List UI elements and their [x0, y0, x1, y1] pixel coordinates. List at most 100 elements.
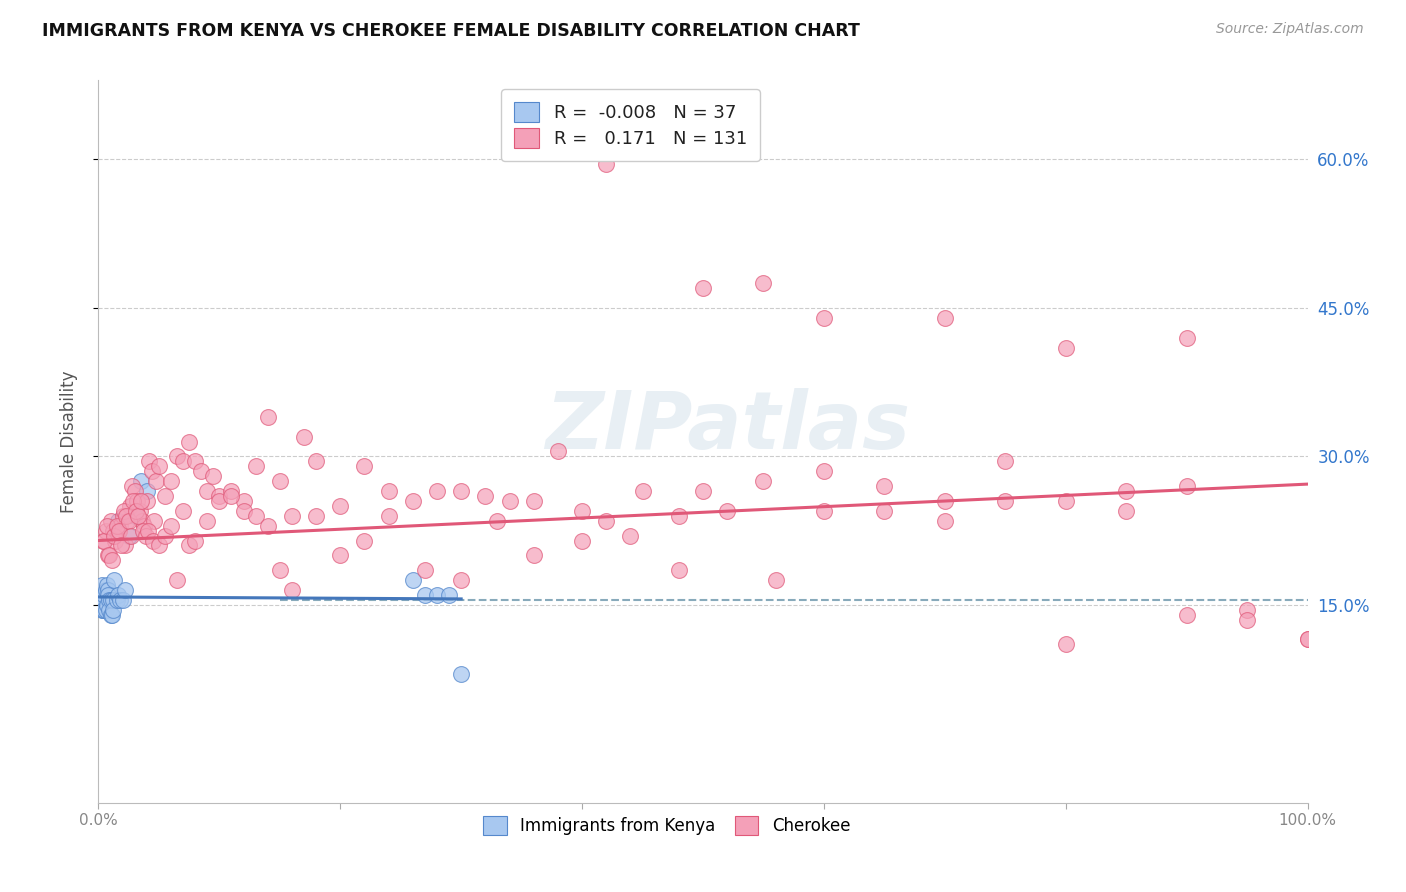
Text: ZIPatlas: ZIPatlas	[544, 388, 910, 467]
Point	[128, 504, 150, 518]
Point	[100, 553, 122, 567]
Point	[91, 578, 114, 592]
Point	[124, 508, 146, 523]
Point	[135, 483, 157, 498]
Point	[98, 603, 121, 617]
Point	[110, 539, 132, 553]
Point	[141, 464, 163, 478]
Point	[122, 494, 145, 508]
Point	[1296, 632, 1319, 647]
Point	[160, 518, 183, 533]
Point	[934, 514, 956, 528]
Point	[143, 514, 166, 528]
Point	[93, 533, 115, 548]
Point	[1054, 637, 1077, 651]
Point	[202, 469, 225, 483]
Point	[292, 429, 315, 443]
Point	[208, 489, 231, 503]
Point	[1115, 483, 1137, 498]
Point	[245, 508, 267, 523]
Point	[114, 582, 136, 597]
Point	[104, 533, 127, 548]
Point	[752, 474, 775, 488]
Point	[97, 582, 120, 597]
Point	[269, 563, 291, 577]
Point	[117, 514, 139, 528]
Point	[145, 474, 167, 488]
Point	[100, 514, 122, 528]
Point	[93, 588, 115, 602]
Point	[120, 528, 142, 542]
Point	[450, 483, 472, 498]
Point	[98, 549, 121, 563]
Point	[138, 454, 160, 468]
Point	[91, 603, 114, 617]
Point	[172, 504, 194, 518]
Point	[108, 518, 131, 533]
Point	[353, 459, 375, 474]
Point	[232, 494, 254, 508]
Point	[131, 514, 153, 528]
Point	[208, 494, 231, 508]
Point	[269, 474, 291, 488]
Point	[184, 454, 207, 468]
Point	[184, 533, 207, 548]
Point	[813, 504, 835, 518]
Point	[1054, 494, 1077, 508]
Point	[111, 593, 134, 607]
Point	[498, 494, 520, 508]
Point	[305, 454, 328, 468]
Point	[125, 504, 148, 518]
Point	[114, 539, 136, 553]
Text: IMMIGRANTS FROM KENYA VS CHEROKEE FEMALE DISABILITY CORRELATION CHART: IMMIGRANTS FROM KENYA VS CHEROKEE FEMALE…	[42, 22, 860, 40]
Point	[190, 464, 212, 478]
Point	[256, 518, 278, 533]
Point	[413, 588, 436, 602]
Point	[1115, 504, 1137, 518]
Point	[101, 524, 124, 538]
Point	[571, 533, 593, 548]
Point	[121, 479, 143, 493]
Point	[127, 494, 149, 508]
Point	[752, 276, 775, 290]
Point	[668, 508, 690, 523]
Point	[426, 588, 449, 602]
Point	[96, 598, 118, 612]
Point	[136, 524, 159, 538]
Point	[115, 508, 138, 523]
Point	[1054, 341, 1077, 355]
Point	[142, 533, 165, 548]
Point	[619, 528, 641, 542]
Point	[256, 409, 278, 424]
Point	[245, 459, 267, 474]
Point	[108, 593, 131, 607]
Point	[118, 528, 141, 542]
Point	[873, 479, 896, 493]
Point	[103, 528, 125, 542]
Point	[103, 573, 125, 587]
Point	[112, 504, 135, 518]
Point	[179, 434, 201, 449]
Point	[93, 603, 115, 617]
Point	[934, 310, 956, 325]
Point	[111, 508, 134, 523]
Point	[96, 518, 118, 533]
Point	[281, 582, 304, 597]
Point	[118, 514, 141, 528]
Point	[426, 483, 449, 498]
Point	[97, 549, 120, 563]
Point	[523, 494, 546, 508]
Point	[100, 593, 122, 607]
Point	[281, 508, 304, 523]
Point	[107, 524, 129, 538]
Point	[107, 514, 129, 528]
Point	[450, 667, 472, 681]
Point	[377, 508, 399, 523]
Point	[118, 499, 141, 513]
Point	[994, 454, 1017, 468]
Point	[523, 549, 546, 563]
Point	[692, 483, 714, 498]
Point	[105, 593, 128, 607]
Point	[813, 310, 835, 325]
Point	[166, 573, 188, 587]
